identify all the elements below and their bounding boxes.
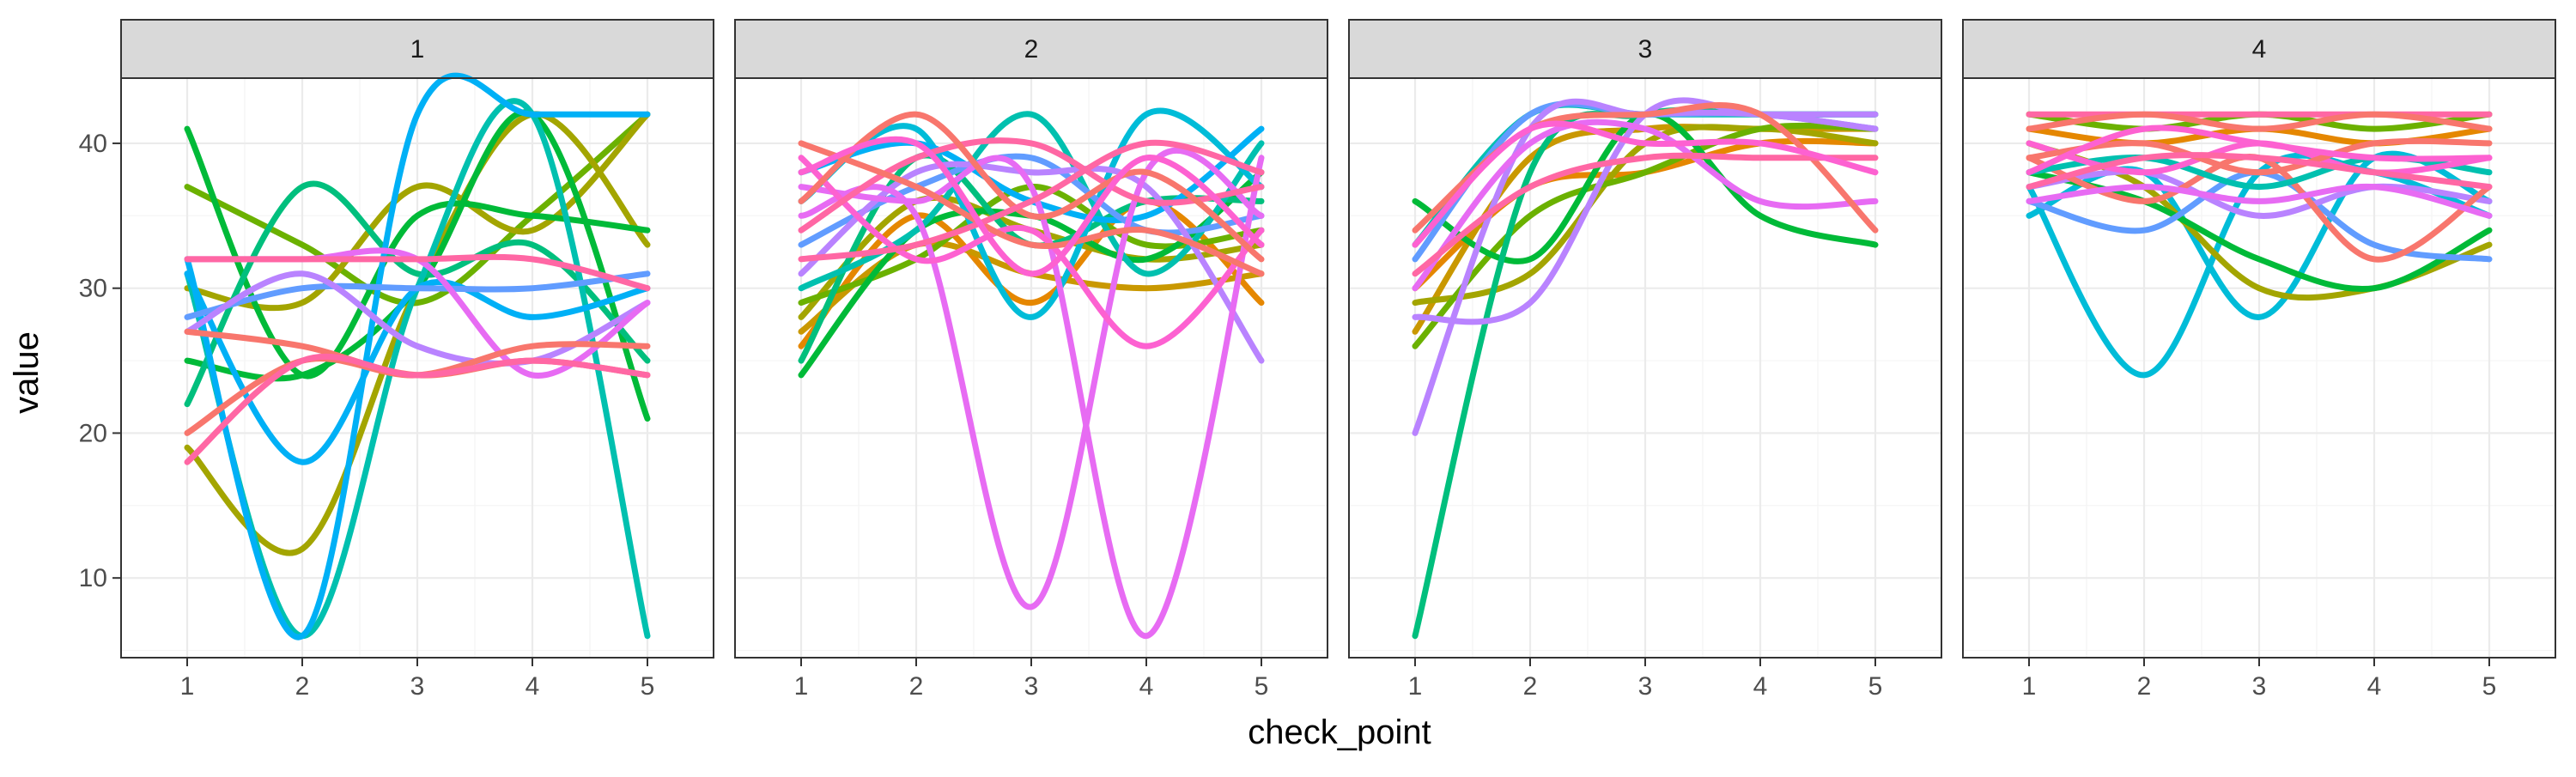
facet-strip (1962, 19, 2556, 79)
x-tick-label: 3 (410, 672, 425, 701)
series-line (798, 140, 1265, 277)
x-tick-label: 4 (1139, 672, 1154, 701)
x-tick-label: 1 (2022, 672, 2037, 701)
series-line (184, 109, 651, 422)
series-line (798, 111, 1265, 263)
x-axis-title: check_point (1248, 713, 1431, 751)
facet-strip-label: 3 (1638, 35, 1653, 64)
y-tick-label: 30 (79, 275, 107, 303)
facet-strip-label: 1 (410, 35, 425, 64)
x-tick-label: 2 (2137, 672, 2152, 701)
x-tick-label: 4 (2367, 672, 2382, 701)
series-line (798, 152, 1265, 364)
series-line (798, 107, 1265, 320)
y-tick-label: 10 (79, 564, 107, 592)
series-line (798, 153, 1265, 248)
series-line (2026, 111, 2493, 132)
x-tick-label: 3 (1024, 672, 1039, 701)
series-line (798, 155, 1265, 640)
series-line (2026, 152, 2493, 191)
x-tick-label: 4 (1753, 672, 1768, 701)
x-tick-label: 3 (2252, 672, 2267, 701)
facet-strip-label: 2 (1024, 35, 1039, 64)
series-line (798, 137, 1265, 234)
series-line (798, 136, 1265, 277)
x-tick-label: 5 (1868, 672, 1883, 701)
facet-panel-4: 4 1 2 3 4 5 (1962, 19, 2556, 701)
series-line (184, 270, 651, 465)
series-line (1412, 152, 1879, 277)
series-line (2026, 152, 2493, 379)
series-line (1412, 118, 1879, 292)
series-line (1412, 122, 1879, 349)
series-line (1412, 120, 1879, 248)
x-tick-label: 5 (641, 672, 655, 701)
x-tick-label: 5 (2482, 672, 2497, 701)
x-tick-label: 5 (1255, 672, 1269, 701)
x-tick-label: 2 (909, 672, 924, 701)
x-tick-label: 4 (526, 672, 540, 701)
facet-panel-3: 3 1 2 3 4 5 (1348, 19, 1942, 701)
series-line (2026, 168, 2493, 219)
x-tick-label: 3 (1638, 672, 1653, 701)
facet-panel-2: 2 1 2 3 4 5 (734, 19, 1328, 701)
series-line (798, 155, 1265, 349)
x-tick-label: 2 (1523, 672, 1538, 701)
series-line (798, 197, 1265, 349)
series-line (184, 253, 651, 292)
facet-strip-label: 4 (2252, 35, 2267, 64)
series-line (2026, 183, 2493, 219)
y-axis-title: value (8, 331, 46, 414)
facet-strip (120, 19, 714, 79)
x-tick-label: 1 (1408, 672, 1423, 701)
x-tick-label: 1 (180, 672, 195, 701)
x-tick-label: 2 (295, 672, 310, 701)
y-tick-label: 20 (79, 419, 107, 447)
series-line (2026, 124, 2493, 176)
series-line (184, 180, 651, 408)
series-line (798, 139, 1265, 263)
facet-panel-1: 1 1 2 3 4 5 10 20 30 40 (79, 19, 714, 701)
series-line (2026, 137, 2493, 176)
facet-strip (734, 19, 1328, 79)
y-tick-label: 40 (79, 130, 107, 158)
series-line (184, 353, 651, 465)
series-line (184, 72, 651, 640)
series-line (184, 270, 651, 320)
x-tick-label: 1 (794, 672, 809, 701)
